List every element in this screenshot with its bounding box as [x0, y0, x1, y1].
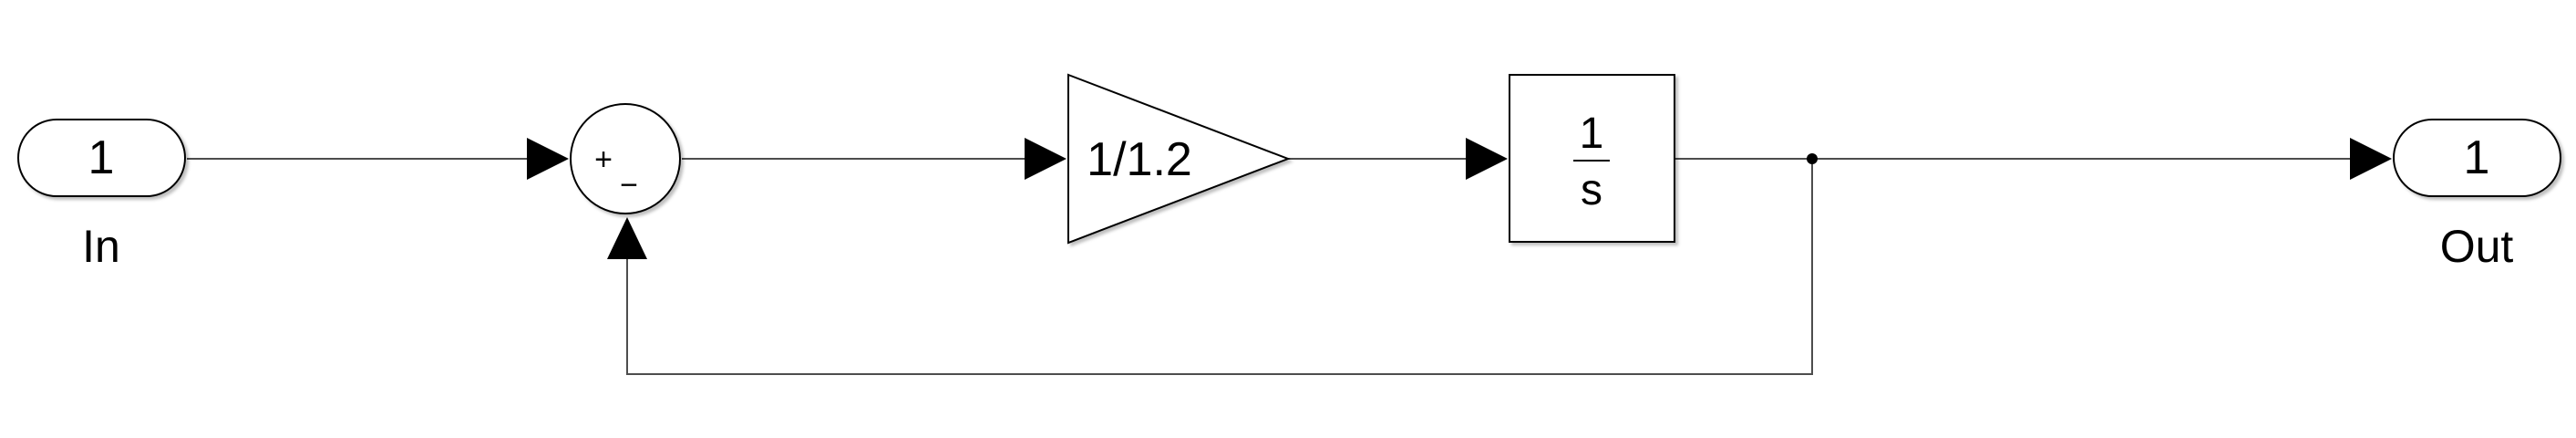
integrator-denominator: s — [1581, 166, 1602, 214]
outport-label: Out — [2440, 221, 2514, 272]
arrowhead-integrator-input — [1466, 138, 1508, 180]
feedback-line[interactable] — [626, 159, 1813, 375]
integrator-numerator: 1 — [1580, 110, 1604, 158]
integrator-block[interactable]: 1 s — [1509, 74, 1675, 243]
gain-label: 1/1.2 — [1087, 133, 1192, 186]
arrowhead-sum-feedback — [607, 217, 647, 259]
arrowheads — [527, 138, 2392, 259]
inport-number: 1 — [88, 131, 115, 184]
gain-block[interactable]: 1/1.2 — [1067, 73, 1291, 245]
sum-minus-sign: − — [620, 168, 638, 203]
arrowhead-gain-input — [1025, 138, 1066, 180]
sum-plus-sign: + — [594, 142, 613, 177]
outport-block[interactable]: 1 — [2393, 119, 2561, 197]
arrowhead-outport-input — [2350, 138, 2392, 180]
inport-label: In — [82, 221, 120, 272]
inport-block[interactable]: 1 — [17, 119, 186, 197]
arrowhead-sum-input — [527, 138, 569, 180]
signal-lines — [187, 158, 2352, 375]
outport-number: 1 — [2464, 131, 2490, 184]
branch-point — [1807, 153, 1818, 164]
sum-block[interactable]: + − — [570, 103, 681, 214]
